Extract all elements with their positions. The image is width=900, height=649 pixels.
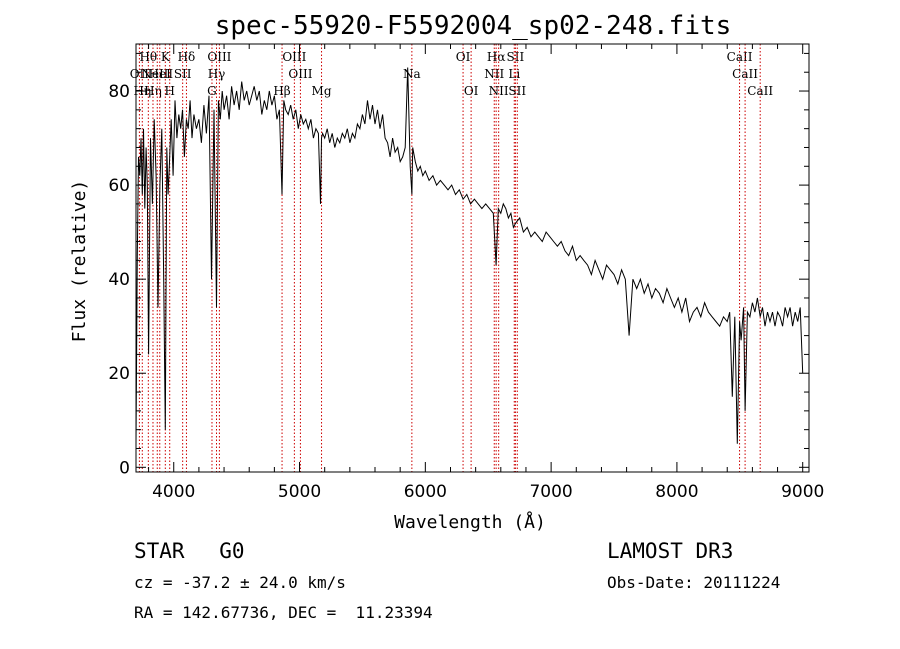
line-label-nii: NII: [489, 84, 509, 98]
plot-area: OIIHηHθHηNeIIIHeIKHSIIHδGHγOIIIHβOIIIOII…: [108, 43, 824, 502]
survey-name: LAMOST DR3: [607, 539, 734, 563]
line-label-caii: CaII: [727, 50, 753, 64]
line-label-oiii: OIII: [288, 67, 312, 81]
line-label-caii: CaII: [747, 84, 773, 98]
line-label-oi: OI: [464, 84, 479, 98]
line-label-oiii: OIII: [207, 50, 231, 64]
line-label-nii: NII: [484, 67, 504, 81]
line-label-h: H: [164, 84, 174, 98]
x-axis-label: Wavelength (Å): [394, 511, 546, 533]
y-tick-label: 80: [108, 82, 130, 102]
redshift-cz: cz = -37.2 ± 24.0 km/s: [134, 573, 346, 592]
line-label-caii: CaII: [732, 67, 758, 81]
line-label-oi: OI: [456, 50, 471, 64]
spectrum-series-line: [135, 67, 804, 444]
y-tick-label: 60: [108, 176, 130, 196]
y-tick-label: 0: [119, 458, 130, 478]
line-label-li: Li: [508, 67, 520, 81]
line-label-hγ: Hγ: [208, 67, 226, 81]
object-subclass: G0: [219, 539, 245, 563]
line-label-hβ: Hβ: [273, 84, 290, 98]
line-label-sii: SII: [508, 84, 526, 98]
obs-date: Obs-Date: 20111224: [607, 573, 781, 592]
line-label-mg: Mg: [312, 84, 332, 98]
line-label-k: K: [161, 50, 171, 64]
x-tick-label: 9000: [781, 482, 824, 502]
x-tick-label: 5000: [278, 482, 321, 502]
line-label-neiii: NeIII: [141, 67, 173, 81]
line-label-hδ: Hδ: [178, 50, 196, 64]
line-label-sii: SII: [507, 50, 525, 64]
line-label-hα: Hα: [487, 50, 506, 64]
line-label-oiii: OIII: [282, 50, 306, 64]
x-tick-label: 8000: [655, 482, 698, 502]
line-label-g: G: [207, 84, 217, 98]
x-tick-label: 4000: [152, 482, 195, 502]
x-tick-label: 6000: [404, 482, 447, 502]
line-label-hη: Hη: [144, 84, 162, 98]
line-label-sii: SII: [174, 67, 192, 81]
line-label-na: Na: [403, 67, 421, 81]
line-label-hei: HeI: [149, 67, 172, 81]
ra-dec-coordinates: RA = 142.67736, DEC = 11.23394: [134, 603, 433, 622]
y-tick-label: 20: [108, 364, 130, 384]
chart-title: spec-55920-F5592004_sp02-248.fits: [215, 11, 732, 41]
line-label-oii: OII: [130, 67, 150, 81]
object-class: STAR: [134, 539, 185, 563]
x-tick-label: 7000: [529, 482, 572, 502]
line-label-hθ: Hθ: [139, 50, 157, 64]
y-axis-label: Flux (relative): [69, 180, 90, 343]
plot-frame: [135, 43, 810, 473]
y-tick-label: 40: [108, 270, 130, 290]
